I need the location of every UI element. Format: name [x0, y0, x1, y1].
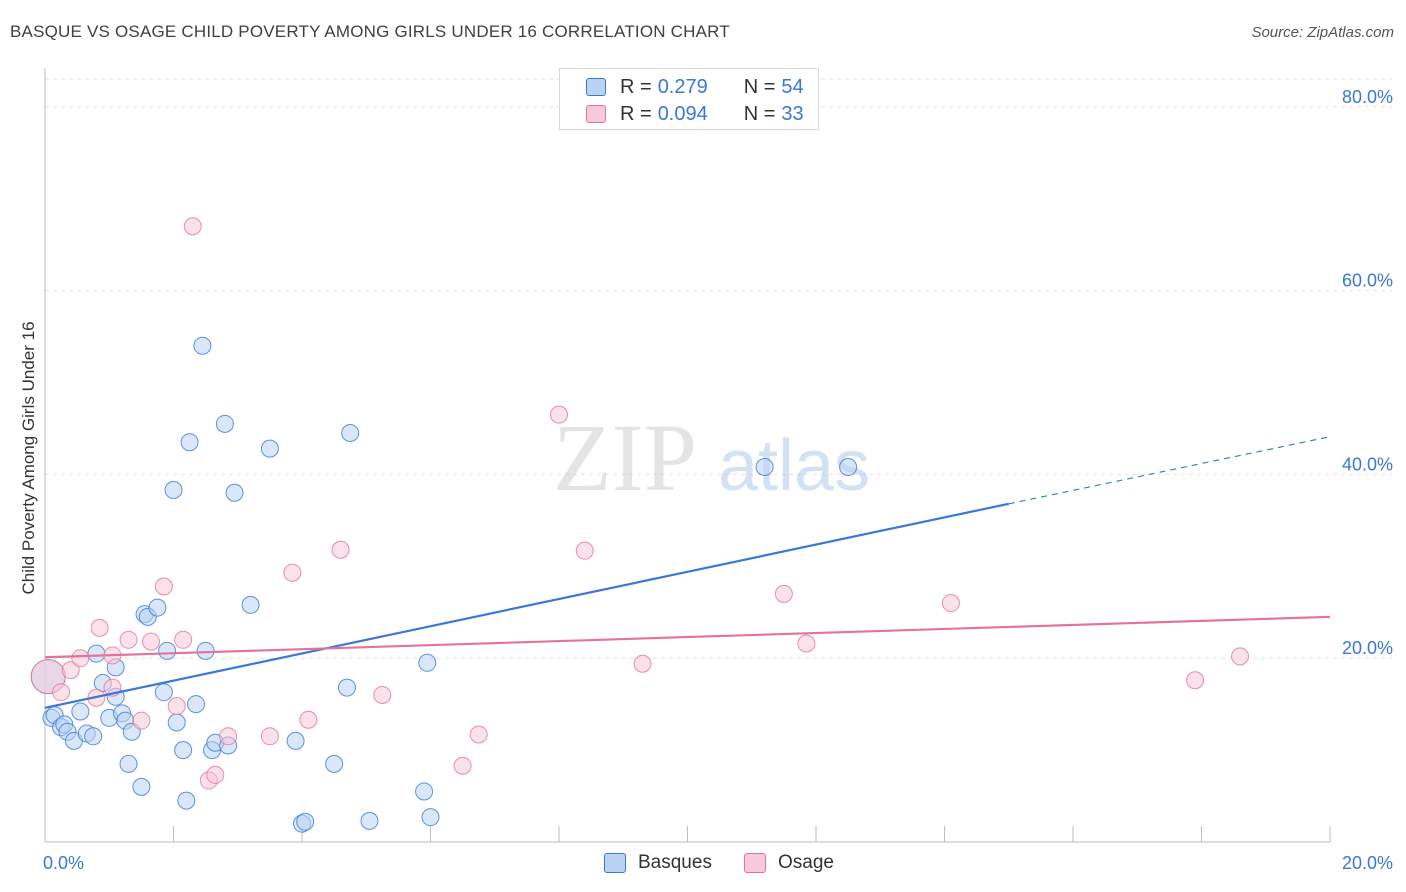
- osage-point: [469, 725, 488, 744]
- y-tick-label: 20.0%: [1342, 638, 1393, 658]
- y-tick-label: 80.0%: [1342, 87, 1393, 107]
- x-tick-labels: 0.0% 20.0%: [43, 853, 1393, 873]
- basques-point: [167, 713, 186, 732]
- basques-point: [84, 727, 103, 746]
- osage-point: [575, 541, 594, 560]
- legend-label-basques: Basques: [638, 852, 712, 873]
- basques-point: [158, 641, 177, 660]
- osage-point: [283, 563, 302, 582]
- basques-point: [360, 811, 379, 830]
- basques-point: [241, 595, 260, 614]
- osage-point: [453, 756, 472, 775]
- basques-trend-line: [44, 502, 1009, 709]
- osage-point: [219, 727, 238, 746]
- n-value: 54: [781, 75, 804, 98]
- osage-point: [119, 630, 138, 649]
- osage-point: [1186, 671, 1205, 690]
- basques-point: [415, 782, 434, 801]
- basques-point: [418, 653, 437, 672]
- osage-point: [550, 405, 568, 424]
- basques-point: [87, 644, 106, 663]
- data-points: [30, 217, 1250, 833]
- osage-point: [633, 654, 652, 673]
- osage-point: [331, 540, 350, 559]
- osage-swatch-icon: [586, 105, 606, 123]
- series-legend: Basques Osage: [0, 852, 1406, 878]
- basques-point: [755, 458, 774, 477]
- basques-point: [177, 791, 196, 810]
- osage-swatch-icon: [744, 853, 766, 873]
- basques-point: [119, 754, 138, 773]
- x-tick-label: 20.0%: [1342, 853, 1393, 873]
- osage-point: [174, 630, 193, 649]
- basques-point: [193, 336, 212, 355]
- basques-point: [286, 731, 305, 750]
- basques-point: [174, 741, 193, 760]
- basques-point: [215, 414, 234, 433]
- osage-point: [142, 632, 161, 651]
- n-label: N =: [743, 75, 776, 98]
- basques-point: [186, 695, 205, 714]
- osage-point: [299, 710, 318, 729]
- osage-point: [373, 685, 392, 704]
- r-label: R =: [620, 75, 652, 98]
- osage-point: [132, 711, 151, 730]
- basques-point: [260, 439, 279, 458]
- basques-point: [839, 458, 858, 477]
- y-axis-label: Child Poverty Among Girls Under 16: [19, 321, 38, 594]
- watermark-zip: ZIP: [553, 404, 697, 511]
- osage-point: [774, 584, 793, 603]
- source-label: Source: ZipAtlas.com: [1251, 24, 1394, 41]
- basques-point: [148, 598, 167, 617]
- correlation-legend: R = 0.279 N = 54 R = 0.094 N = 33: [559, 68, 819, 130]
- osage-point: [71, 649, 90, 668]
- basques-point: [180, 433, 199, 452]
- osage-point: [260, 727, 279, 746]
- r-value: 0.279: [657, 75, 708, 98]
- osage-point: [154, 577, 173, 596]
- chart-title: BASQUE VS OSAGE CHILD POVERTY AMONG GIRL…: [10, 22, 730, 41]
- basques-point: [132, 777, 151, 796]
- n-value: 33: [781, 102, 804, 125]
- basques-point: [325, 754, 344, 773]
- osage-point: [941, 594, 960, 613]
- legend-item-basques[interactable]: Basques: [604, 852, 712, 874]
- y-tick-label: 60.0%: [1342, 271, 1393, 291]
- basques-point: [164, 481, 183, 500]
- osage-point: [797, 634, 816, 653]
- basques-point: [196, 641, 215, 660]
- grid-lines: [45, 78, 1392, 659]
- legend-row-osage: R = 0.094 N = 33: [586, 102, 804, 126]
- r-value: 0.094: [657, 102, 708, 125]
- basques-swatch-icon: [586, 78, 606, 96]
- osage-point: [90, 618, 109, 637]
- legend-item-osage[interactable]: Osage: [744, 852, 834, 874]
- legend-label-osage: Osage: [778, 852, 834, 873]
- basques-point: [225, 483, 244, 502]
- basques-point: [71, 702, 90, 721]
- y-tick-labels: 20.0% 40.0% 60.0% 80.0%: [1342, 87, 1393, 658]
- basques-point: [337, 678, 356, 697]
- basques-point: [341, 424, 360, 443]
- basques-trend-extension: [1008, 436, 1331, 505]
- osage-trend-line: [44, 615, 1331, 659]
- legend-row-basques: R = 0.279 N = 54: [586, 75, 804, 99]
- basques-point: [154, 683, 173, 702]
- osage-point: [183, 217, 202, 236]
- osage-point: [1231, 647, 1250, 666]
- trend-lines: [44, 436, 1331, 709]
- osage-point: [52, 683, 71, 702]
- osage-point: [167, 696, 186, 715]
- basques-swatch-icon: [604, 853, 626, 873]
- basques-point: [421, 808, 440, 827]
- basques-point: [296, 812, 315, 831]
- r-label: R =: [620, 102, 652, 125]
- osage-point: [61, 661, 80, 680]
- osage-point: [206, 765, 225, 784]
- y-tick-label: 40.0%: [1342, 454, 1393, 474]
- n-label: N =: [743, 102, 776, 125]
- x-tick-label: 0.0%: [43, 853, 84, 873]
